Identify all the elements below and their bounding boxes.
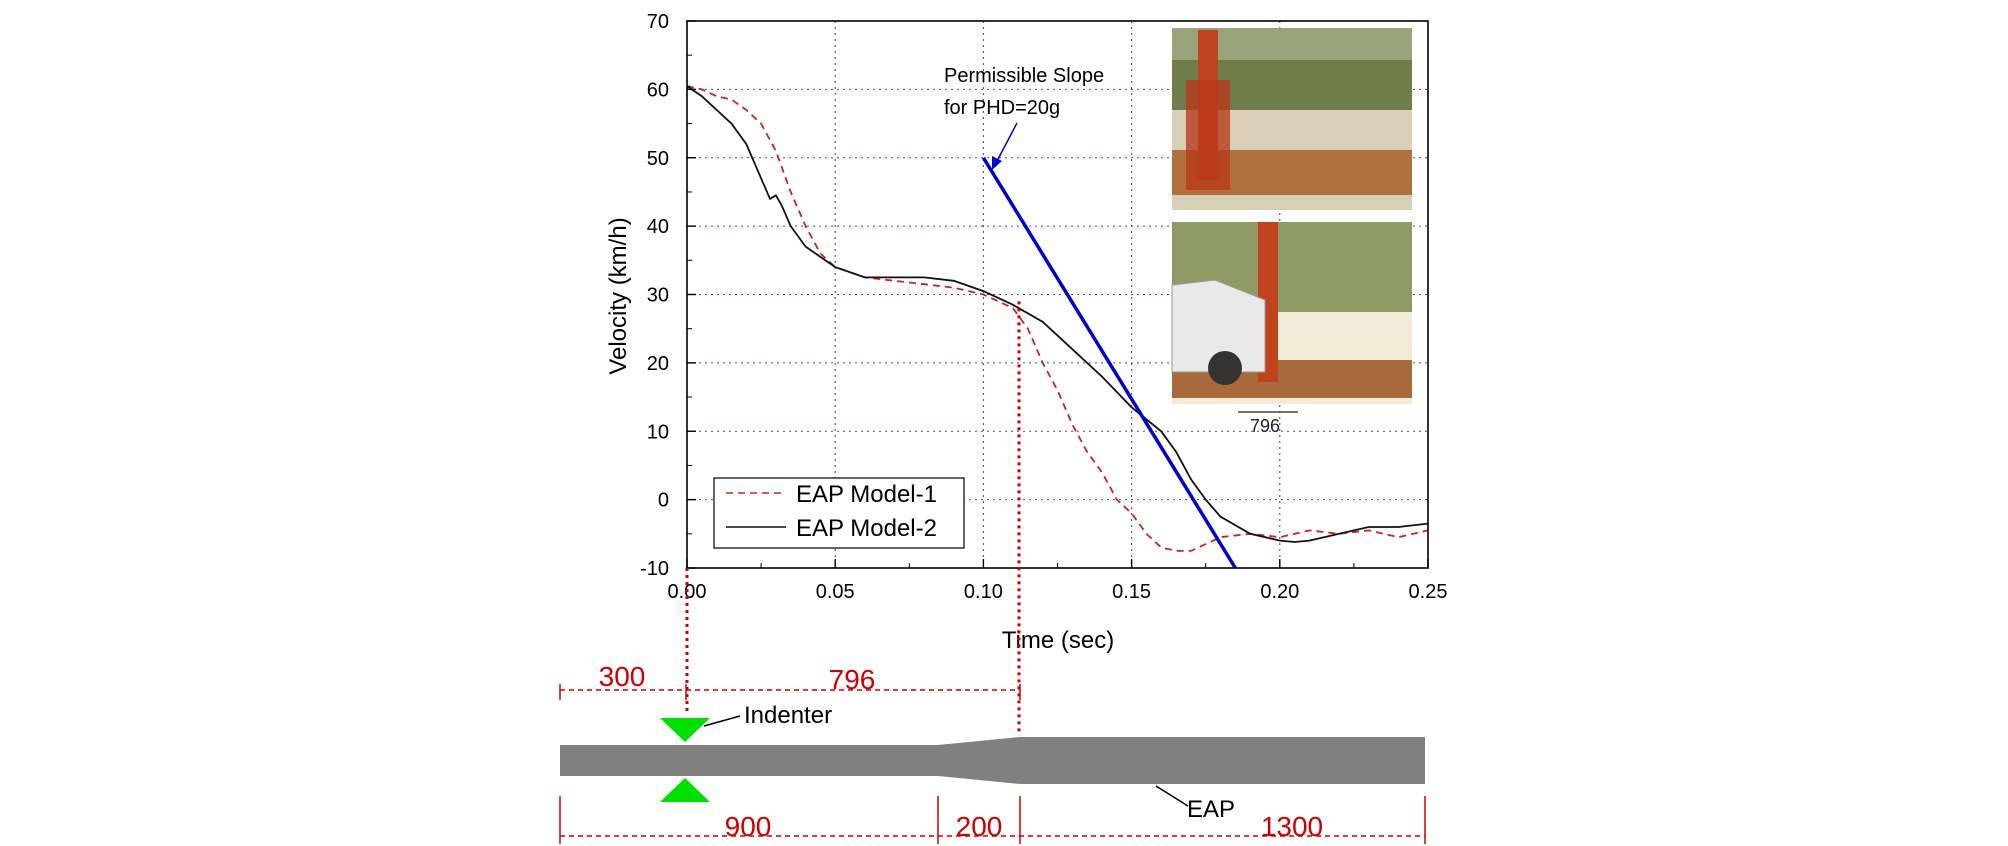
x-tick-labels: 0.000.050.100.150.200.25 <box>668 581 1448 603</box>
eap-label: EAP <box>1187 796 1235 823</box>
x-tick-label: 0.10 <box>964 581 1003 603</box>
reference-slope <box>981 156 1237 569</box>
legend-label-model-2: EAP Model-2 <box>796 515 937 542</box>
y-tick-label: 60 <box>647 79 669 101</box>
x-tick-label: 0.20 <box>1260 581 1299 603</box>
x-axis-title: Time (sec) <box>1002 627 1114 654</box>
photo-top-frame <box>1186 80 1230 190</box>
permissible-slope-label-line1: Permissible Slope <box>944 65 1104 87</box>
x-tick-label: 0.25 <box>1409 581 1448 603</box>
annotation-arrowhead <box>992 156 1002 170</box>
velocity-chart: 796 Permissible Slope for PHD=20g 0.000.… <box>605 11 1447 735</box>
indenter-leader <box>703 715 741 727</box>
car-wheel <box>1208 351 1242 385</box>
top-dimensions <box>559 684 1021 700</box>
y-tick-label: 10 <box>647 421 669 443</box>
eap-leader <box>1155 785 1189 807</box>
eap-schematic: Indenter EAP 300 796 900 200 1300 <box>559 661 1426 844</box>
dim-300: 300 <box>599 661 646 692</box>
y-tick-label: -10 <box>640 558 669 580</box>
y-tick-labels: -10 0 10 20 30 40 50 60 70 <box>640 11 669 580</box>
annotation-arrow <box>995 122 1018 164</box>
y-tick-label: 0 <box>658 490 669 512</box>
series-line-model-1 <box>686 85 1429 552</box>
eap-tube <box>560 737 1425 784</box>
y-tick-label: 40 <box>647 216 669 238</box>
car-body <box>1171 279 1266 373</box>
indenter-label: Indenter <box>744 702 832 729</box>
dim-900: 900 <box>725 811 772 842</box>
indenter-bottom <box>660 778 710 802</box>
permissible-slope-line <box>981 156 1237 569</box>
dim-1300: 1300 <box>1261 811 1323 842</box>
dim-796: 796 <box>829 664 876 695</box>
y-tick-label: 30 <box>647 285 669 307</box>
axes <box>686 20 1429 569</box>
indenter-top <box>660 718 710 742</box>
y-tick-label: 70 <box>647 11 669 33</box>
series-line-model-2 <box>686 85 1429 543</box>
legend: EAP Model-1 EAP Model-2 <box>713 477 965 549</box>
permissible-slope-label-line2: for PHD=20g <box>944 97 1060 119</box>
legend-label-model-1: EAP Model-1 <box>796 481 937 508</box>
dim-200: 200 <box>956 811 1003 842</box>
bottom-dimensions <box>559 796 1426 844</box>
x-tick-label: 0.15 <box>1112 581 1151 603</box>
legend-box <box>713 477 965 549</box>
photo-caption: 796 <box>1250 416 1280 436</box>
y-axis-title: Velocity (km/h) <box>605 217 632 374</box>
series-lines <box>686 85 1429 552</box>
y-tick-label: 20 <box>647 353 669 375</box>
x-tick-label: 0.05 <box>816 581 855 603</box>
crash-test-photos: 796 <box>1171 28 1412 436</box>
y-tick-label: 50 <box>647 148 669 170</box>
